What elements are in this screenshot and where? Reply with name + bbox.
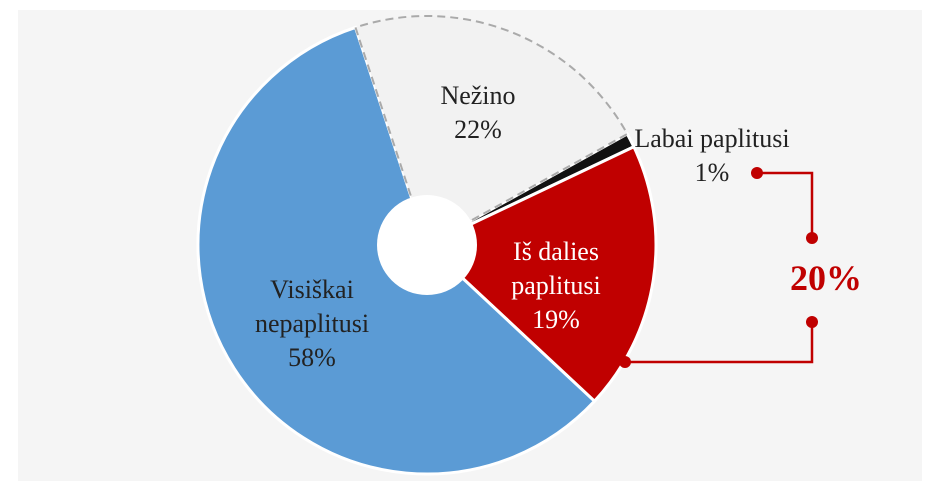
slice-label: Visiškai nepaplitusi 58% <box>227 273 397 375</box>
slice-name: Labai paplitusi <box>634 124 790 153</box>
slice <box>424 144 658 404</box>
slice-name: Iš dalies paplitusi <box>511 237 601 300</box>
dot <box>806 316 818 328</box>
bracket-dots <box>619 167 818 368</box>
donut-hole <box>377 195 477 295</box>
slices <box>196 15 658 476</box>
slice-label: Nežino 22% <box>413 79 543 147</box>
slice-label: Iš dalies paplitusi 19% <box>481 235 631 337</box>
slice-name: Nežino <box>440 81 516 110</box>
slice-label: Labai paplitusi 1% <box>582 122 842 190</box>
bracket <box>625 171 814 364</box>
dot <box>751 167 763 179</box>
slice-value: 22% <box>454 115 502 144</box>
dot <box>619 356 631 368</box>
slice-value: 1% <box>694 158 730 187</box>
slice-value: 19% <box>532 305 580 334</box>
slice-value: 58% <box>288 343 336 372</box>
slice <box>354 15 629 247</box>
dot <box>806 232 818 244</box>
annotation: 20% <box>790 258 862 298</box>
bracket-bottom <box>625 322 814 364</box>
slice-name: Visiškai nepaplitusi <box>254 275 370 338</box>
bracket-top <box>757 171 814 238</box>
